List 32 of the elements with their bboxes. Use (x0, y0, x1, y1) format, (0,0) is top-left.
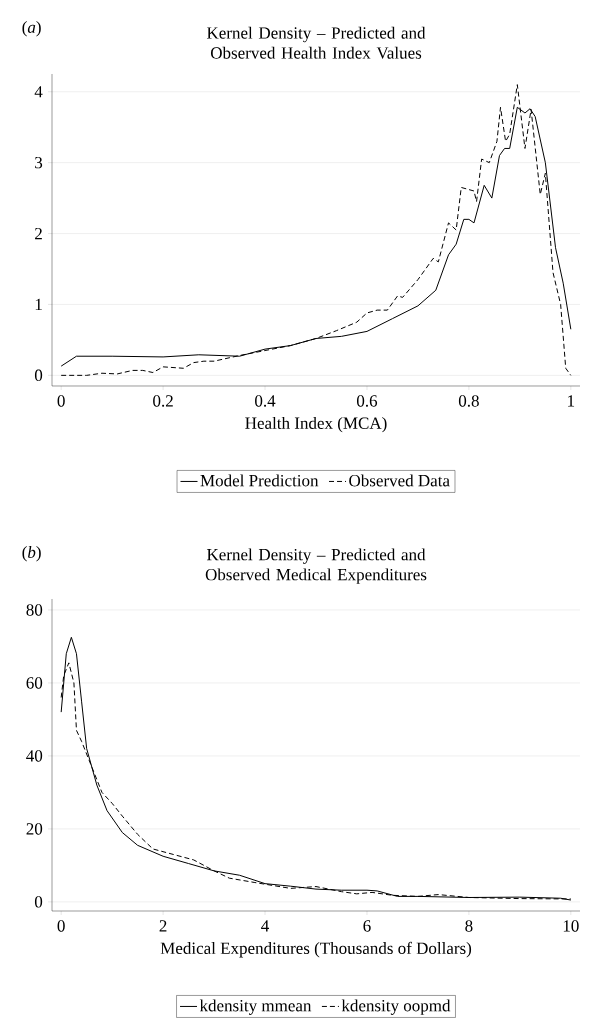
chart-title: Kernel Density – Predicted and Observed Health Index Values (206, 26, 426, 59)
x-tick-label: 8 (465, 920, 473, 932)
legend-label: kdensity mmean (199, 999, 312, 1015)
y-tick-label: 60 (26, 677, 43, 689)
y-tick-label: 20 (26, 823, 43, 835)
legend-label: Observed Data (349, 474, 450, 487)
chart-title: Kernel Density – Predicted and Observed Medical Expenditures (205, 548, 427, 584)
x-tick-label: 0 (57, 920, 65, 932)
legend-label: kdensity oopmd (341, 999, 451, 1015)
x-tick-label: 4 (261, 920, 270, 932)
x-tick-label: 2 (159, 920, 167, 932)
y-tick-label: 0 (34, 369, 43, 382)
y-tick-label: 4 (34, 86, 43, 98)
x-tick-label: 6 (363, 920, 371, 932)
x-tick-label: 0.4 (255, 395, 276, 407)
x-tick-label: 1 (568, 395, 575, 407)
x-tick-label: 10 (563, 920, 579, 932)
y-tick-label: 1 (35, 298, 42, 311)
y-tick-label: 3 (35, 156, 43, 169)
legend-label: Model Prediction (200, 474, 319, 487)
x-tick-label: 0.8 (458, 395, 479, 407)
text: (a) (22, 21, 41, 37)
text: (b) (22, 546, 41, 562)
y-tick-label: 0 (34, 896, 43, 908)
x-tick-label: 0 (57, 395, 65, 407)
x-tick-label: 0.2 (153, 395, 173, 407)
y-tick-label: 40 (26, 750, 43, 762)
x-axis-title: Health Index (MCA) (245, 416, 387, 433)
x-axis-title: Medical Expenditures (Thousands of Dollars) (160, 941, 472, 958)
y-tick-label: 2 (35, 227, 42, 240)
x-tick-label: 0.6 (356, 395, 378, 407)
y-tick-label: 80 (26, 604, 43, 616)
